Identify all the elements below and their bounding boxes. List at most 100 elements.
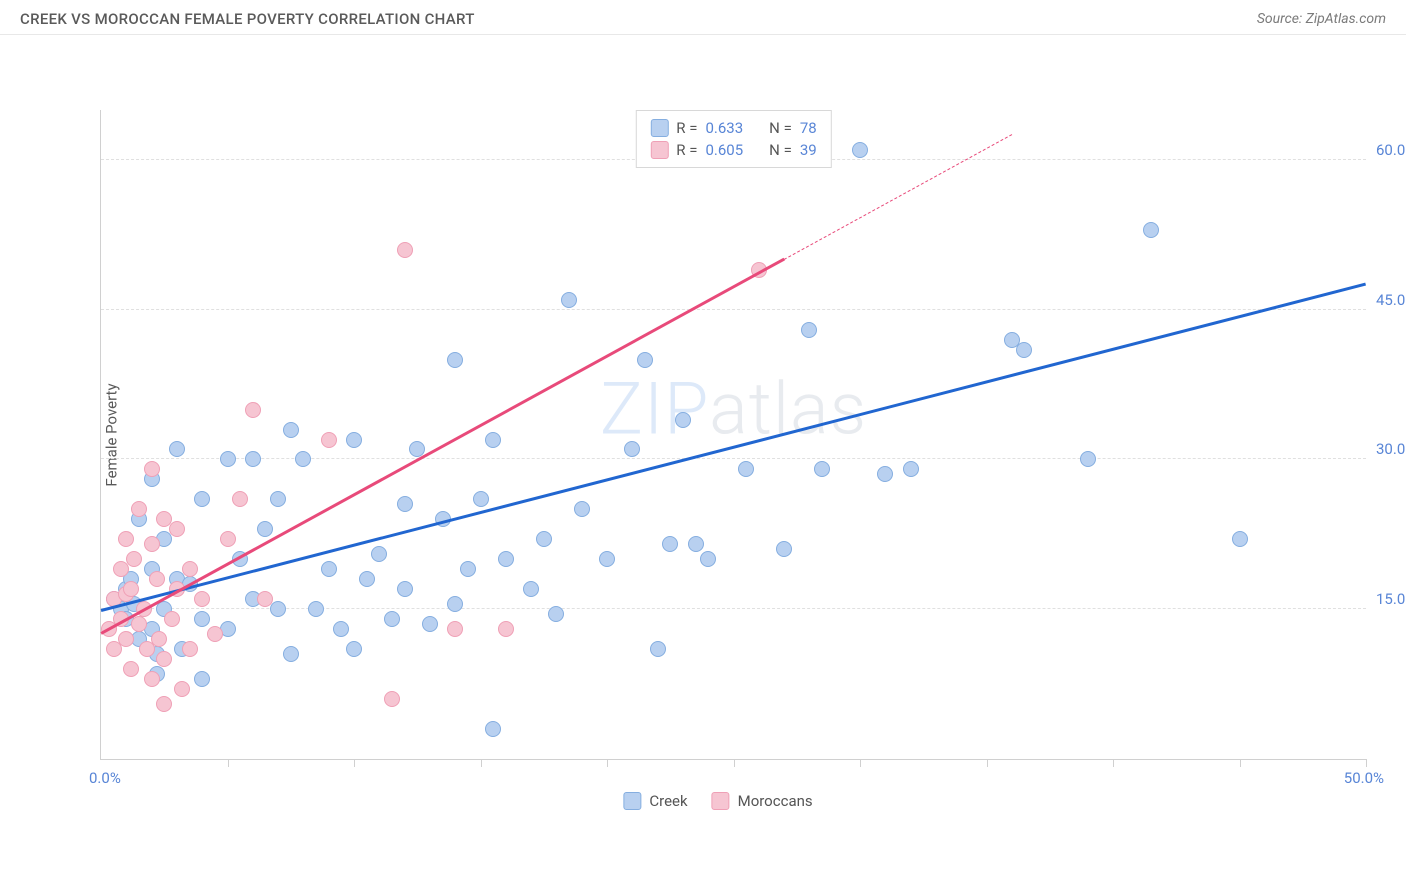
scatter-point [194, 591, 210, 607]
legend-label: Moroccans [738, 792, 813, 810]
scatter-point [283, 646, 299, 662]
scatter-point [852, 142, 868, 158]
scatter-point [270, 491, 286, 507]
scatter-point [536, 531, 552, 547]
scatter-point [283, 422, 299, 438]
n-label: N = [769, 119, 792, 137]
scatter-point [118, 531, 134, 547]
scatter-point [126, 551, 142, 567]
watermark: ZIPatlas [600, 366, 867, 451]
legend-swatch [712, 792, 730, 810]
gridline [101, 458, 1366, 459]
scatter-point [144, 536, 160, 552]
trend-line [100, 257, 784, 634]
scatter-point [321, 432, 337, 448]
legend-label: Creek [649, 792, 687, 810]
scatter-point [131, 616, 147, 632]
x-tick [354, 759, 355, 767]
r-value: 0.633 [705, 119, 743, 137]
scatter-point [308, 601, 324, 617]
scatter-point [776, 541, 792, 557]
scatter-point [801, 322, 817, 338]
x-tick [228, 759, 229, 767]
legend-swatch [623, 792, 641, 810]
n-value: 39 [800, 141, 817, 159]
scatter-point [118, 631, 134, 647]
correlation-row: R =0.605N =39 [650, 139, 816, 161]
plot-region: ZIPatlas R =0.633N =78R =0.605N =39 0.0%… [100, 110, 1366, 760]
y-tick-label: 15.0% [1376, 590, 1406, 608]
correlation-row: R =0.633N =78 [650, 117, 816, 139]
r-label: R = [676, 141, 697, 159]
scatter-point [624, 441, 640, 457]
gridline [101, 309, 1366, 310]
scatter-point [662, 536, 678, 552]
scatter-point [333, 621, 349, 637]
scatter-point [498, 621, 514, 637]
scatter-point [123, 661, 139, 677]
scatter-point [397, 581, 413, 597]
x-axis-max-label: 50.0% [1344, 769, 1384, 787]
chart-area: Female Poverty ZIPatlas R =0.633N =78R =… [50, 50, 1386, 820]
scatter-point [675, 412, 691, 428]
scatter-point [144, 671, 160, 687]
scatter-point [371, 546, 387, 562]
y-tick-label: 30.0% [1376, 440, 1406, 458]
scatter-point [346, 641, 362, 657]
scatter-point [182, 561, 198, 577]
scatter-point [220, 531, 236, 547]
chart-title: CREEK VS MOROCCAN FEMALE POVERTY CORRELA… [20, 10, 475, 28]
header: CREEK VS MOROCCAN FEMALE POVERTY CORRELA… [0, 0, 1406, 35]
scatter-point [1232, 531, 1248, 547]
legend-swatch [650, 119, 668, 137]
scatter-point [169, 441, 185, 457]
x-tick [1366, 759, 1367, 767]
scatter-point [232, 491, 248, 507]
scatter-point [194, 491, 210, 507]
n-label: N = [769, 141, 792, 159]
scatter-point [346, 432, 362, 448]
scatter-point [295, 451, 311, 467]
scatter-point [738, 461, 754, 477]
scatter-point [473, 491, 489, 507]
scatter-point [422, 616, 438, 632]
scatter-point [688, 536, 704, 552]
scatter-point [397, 496, 413, 512]
correlation-box: R =0.633N =78R =0.605N =39 [635, 110, 831, 168]
x-tick [734, 759, 735, 767]
legend-swatch [650, 141, 668, 159]
x-tick [1113, 759, 1114, 767]
legend-item: Creek [623, 792, 687, 810]
scatter-point [574, 501, 590, 517]
scatter-point [485, 432, 501, 448]
scatter-point [599, 551, 615, 567]
scatter-point [151, 631, 167, 647]
x-tick [860, 759, 861, 767]
scatter-point [194, 671, 210, 687]
scatter-point [123, 581, 139, 597]
scatter-point [650, 641, 666, 657]
x-axis-min-label: 0.0% [89, 769, 121, 787]
x-tick [607, 759, 608, 767]
scatter-point [156, 651, 172, 667]
scatter-point [359, 571, 375, 587]
r-label: R = [676, 119, 697, 137]
scatter-point [877, 466, 893, 482]
scatter-point [207, 626, 223, 642]
scatter-point [460, 561, 476, 577]
trend-line [101, 282, 1367, 611]
scatter-point [1016, 342, 1032, 358]
scatter-point [321, 561, 337, 577]
scatter-point [220, 451, 236, 467]
scatter-point [245, 451, 261, 467]
y-tick-label: 45.0% [1376, 291, 1406, 309]
scatter-point [814, 461, 830, 477]
scatter-point [397, 242, 413, 258]
x-tick [481, 759, 482, 767]
scatter-point [485, 721, 501, 737]
scatter-point [447, 352, 463, 368]
scatter-point [1143, 222, 1159, 238]
scatter-point [498, 551, 514, 567]
gridline [101, 608, 1366, 609]
scatter-point [700, 551, 716, 567]
